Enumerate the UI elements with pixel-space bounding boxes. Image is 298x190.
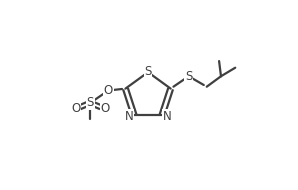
Text: O: O <box>104 84 113 97</box>
Text: O: O <box>71 102 80 115</box>
Text: S: S <box>87 96 94 109</box>
Text: N: N <box>163 110 172 123</box>
Text: S: S <box>144 65 152 78</box>
Text: O: O <box>100 102 110 115</box>
Text: N: N <box>124 110 133 123</box>
Text: S: S <box>185 70 193 83</box>
